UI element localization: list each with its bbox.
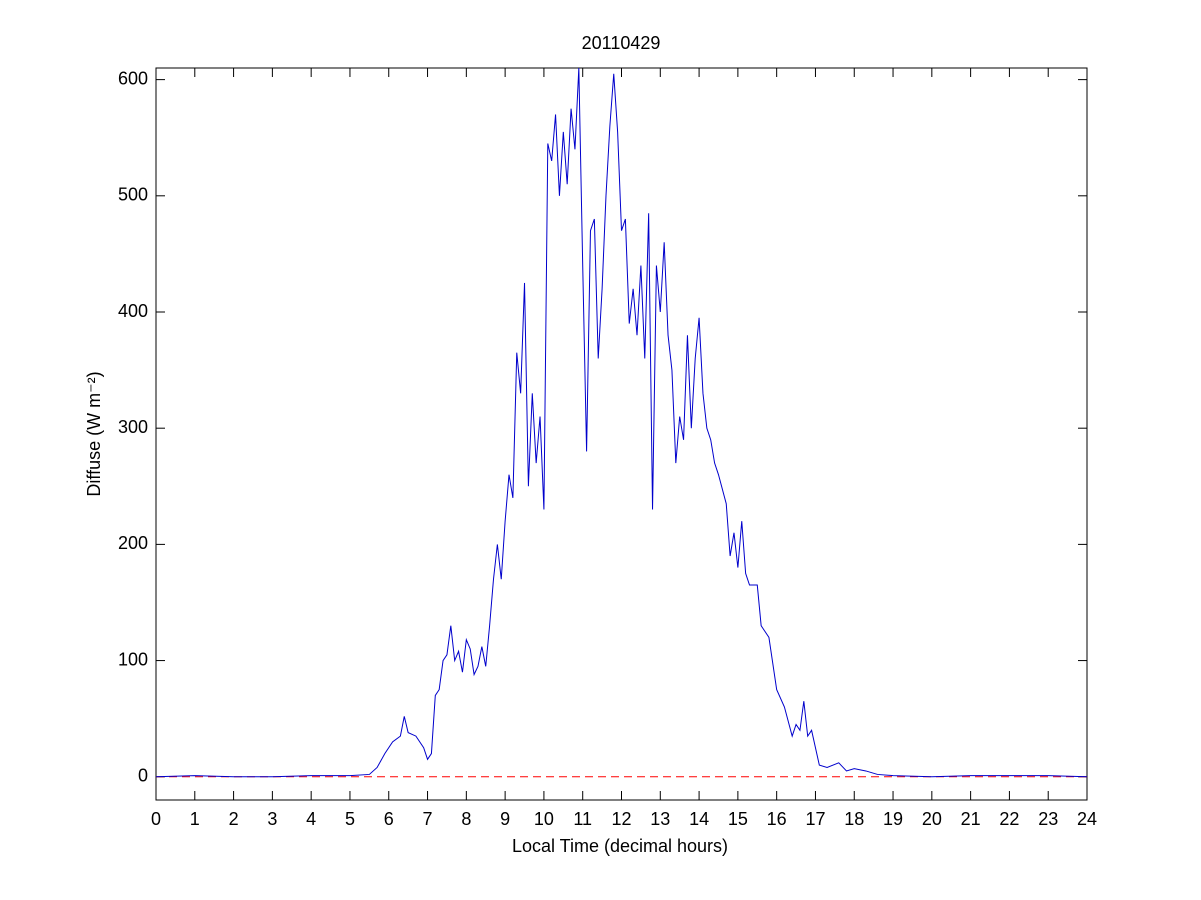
y-tick-label: 300 [118, 417, 148, 437]
x-tick-label: 7 [423, 809, 433, 829]
x-tick-label: 16 [767, 809, 787, 829]
x-tick-label: 13 [650, 809, 670, 829]
x-tick-label: 2 [229, 809, 239, 829]
y-tick-label: 0 [138, 766, 148, 786]
x-axis-label: Local Time (decimal hours) [512, 836, 728, 856]
x-tick-label: 3 [267, 809, 277, 829]
y-axis-label: Diffuse (W m⁻²) [84, 371, 104, 496]
x-tick-label: 1 [190, 809, 200, 829]
y-tick-label: 200 [118, 533, 148, 553]
x-tick-label: 24 [1077, 809, 1097, 829]
x-tick-label: 14 [689, 809, 709, 829]
x-tick-label: 4 [306, 809, 316, 829]
data-line [155, 67, 1088, 778]
x-tick-label: 0 [151, 809, 161, 829]
x-tick-label: 6 [384, 809, 394, 829]
plot-area [155, 67, 1088, 801]
x-tick-label: 5 [345, 809, 355, 829]
y-tick-label: 500 [118, 185, 148, 205]
x-tick-label: 10 [534, 809, 554, 829]
x-tick-label: 18 [844, 809, 864, 829]
x-tick-label: 8 [461, 809, 471, 829]
x-tick-label: 20 [922, 809, 942, 829]
x-tick-label: 11 [573, 809, 592, 829]
x-tick-label: 21 [961, 809, 981, 829]
y-tick-label: 100 [118, 649, 148, 669]
y-tick-label: 600 [118, 68, 148, 88]
x-tick-label: 19 [883, 809, 903, 829]
x-tick-label: 17 [805, 809, 825, 829]
x-tick-label: 23 [1038, 809, 1058, 829]
x-tick-label: 22 [999, 809, 1019, 829]
chart-title: 20110429 [582, 33, 661, 53]
x-tick-label: 12 [611, 809, 631, 829]
y-tick-label: 400 [118, 301, 148, 321]
x-tick-label: 9 [500, 809, 510, 829]
x-tick-label: 15 [728, 809, 748, 829]
